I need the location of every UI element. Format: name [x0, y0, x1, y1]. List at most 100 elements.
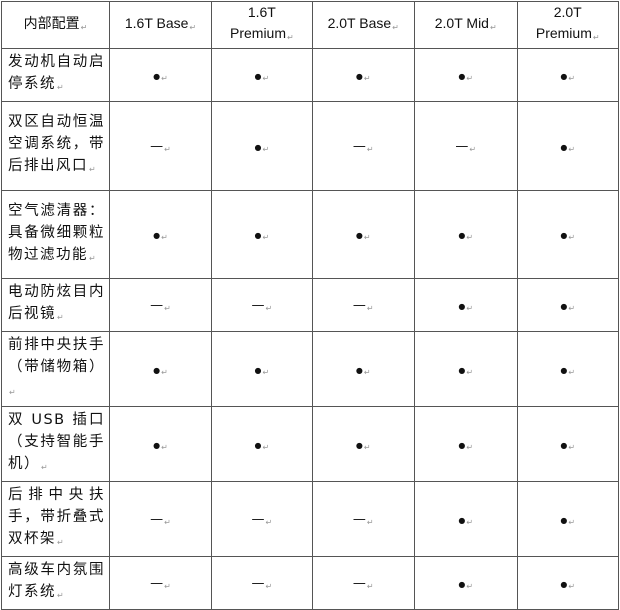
not-included-mark: — [353, 298, 374, 313]
table-row: 双 USB 插口（支持智能手机） ● ● ● ● ● [1, 406, 619, 482]
value-cell: ● [211, 48, 313, 102]
feature-label: 前排中央扶手（带储物箱） [8, 337, 105, 397]
feature-cell: 双区自动恒温空调系统，带后排出风口 [1, 101, 110, 191]
header-2-0t-base: 2.0T Base [311, 1, 415, 49]
table-row: 空气滤清器：具备微细颗粒物过滤功能 ● ● ● ● ● [1, 190, 619, 279]
included-mark: ● [255, 143, 270, 152]
value-cell: ● [311, 331, 415, 407]
value-cell: — [311, 278, 415, 332]
value-cell: ● [109, 190, 212, 279]
included-mark: ● [458, 441, 473, 450]
included-mark: ● [560, 72, 575, 81]
value-cell: ● [211, 406, 313, 482]
header-2-0t-premium: 2.0T Premium [516, 1, 619, 49]
included-mark: ● [356, 441, 371, 450]
value-cell: ● [211, 190, 313, 279]
feature-label: 发动机自动启停系统 [8, 54, 105, 92]
included-mark: ● [255, 366, 270, 375]
header-1-6t-base: 1.6T Base [109, 1, 212, 49]
included-mark: ● [458, 72, 473, 81]
not-included-mark: — [353, 139, 374, 154]
value-cell: ● [516, 190, 619, 279]
included-mark: ● [458, 516, 473, 525]
feature-cell: 前排中央扶手（带储物箱） [1, 331, 110, 407]
included-mark: ● [153, 366, 168, 375]
value-cell: — [211, 481, 313, 557]
value-cell: ● [211, 331, 313, 407]
header-feature: 内部配置 [1, 1, 110, 49]
not-included-mark: — [150, 298, 171, 313]
value-cell: — [311, 556, 415, 610]
included-mark: ● [458, 580, 473, 589]
included-mark: ● [255, 231, 270, 240]
feature-cell: 空气滤清器：具备微细颗粒物过滤功能 [1, 190, 110, 279]
value-cell: ● [516, 556, 619, 610]
value-cell: ● [311, 406, 415, 482]
feature-cell: 发动机自动启停系统 [1, 48, 110, 102]
value-cell: ● [109, 406, 212, 482]
value-cell: — [311, 101, 415, 191]
value-cell: ● [516, 331, 619, 407]
feature-label: 双区自动恒温空调系统，带后排出风口 [8, 114, 105, 174]
included-mark: ● [560, 580, 575, 589]
not-included-mark: — [150, 512, 171, 527]
header-label: 1.6T Base [125, 15, 196, 31]
not-included-mark: — [353, 576, 374, 591]
value-cell: — [109, 278, 212, 332]
feature-label: 后排中央扶手，带折叠式双杯架 [8, 487, 105, 547]
not-included-mark: — [150, 576, 171, 591]
not-included-mark: — [252, 512, 273, 527]
feature-cell: 电动防炫目内后视镜 [1, 278, 110, 332]
included-mark: ● [560, 366, 575, 375]
table-row: 前排中央扶手（带储物箱） ● ● ● ● ● [1, 331, 619, 407]
table-row: 电动防炫目内后视镜 — — — ● ● [1, 278, 619, 332]
value-cell: ● [413, 556, 518, 610]
value-cell: — [109, 101, 212, 191]
header-label: 2.0T Premium [536, 4, 600, 41]
header-2-0t-mid: 2.0T Mid [413, 1, 518, 49]
not-included-mark: — [455, 139, 476, 154]
value-cell: ● [109, 331, 212, 407]
feature-label: 空气滤清器：具备微细颗粒物过滤功能 [8, 203, 105, 263]
header-row: 内部配置 1.6T Base 1.6T Premium 2.0T Base 2.… [1, 1, 619, 49]
included-mark: ● [458, 231, 473, 240]
feature-label: 双 USB 插口（支持智能手机） [8, 412, 105, 472]
header-label: 2.0T Mid [435, 15, 497, 31]
included-mark: ● [153, 231, 168, 240]
value-cell: ● [516, 101, 619, 191]
included-mark: ● [356, 72, 371, 81]
value-cell: ● [516, 48, 619, 102]
included-mark: ● [356, 366, 371, 375]
table-row: 后排中央扶手，带折叠式双杯架 — — — ● ● [1, 481, 619, 557]
value-cell: ● [413, 481, 518, 557]
value-cell: ● [516, 406, 619, 482]
value-cell: ● [109, 48, 212, 102]
header-label: 2.0T Base [328, 15, 399, 31]
value-cell: — [413, 101, 518, 191]
included-mark: ● [255, 72, 270, 81]
value-cell: ● [413, 190, 518, 279]
header-label: 1.6T Premium [230, 4, 294, 41]
value-cell: — [211, 278, 313, 332]
table-row: 双区自动恒温空调系统，带后排出风口 — ● — — ● [1, 101, 619, 191]
included-mark: ● [458, 302, 473, 311]
not-included-mark: — [252, 576, 273, 591]
value-cell: ● [516, 481, 619, 557]
included-mark: ● [560, 516, 575, 525]
value-cell: — [109, 556, 212, 610]
feature-cell: 后排中央扶手，带折叠式双杯架 [1, 481, 110, 557]
included-mark: ● [356, 231, 371, 240]
value-cell: ● [311, 48, 415, 102]
value-cell: ● [413, 278, 518, 332]
table-row: 发动机自动启停系统 ● ● ● ● ● [1, 48, 619, 102]
value-cell: ● [211, 101, 313, 191]
value-cell: ● [516, 278, 619, 332]
value-cell: ● [413, 406, 518, 482]
included-mark: ● [153, 441, 168, 450]
value-cell: — [109, 481, 212, 557]
included-mark: ● [560, 441, 575, 450]
feature-label: 高级车内氛围灯系统 [8, 562, 105, 600]
value-cell: — [311, 481, 415, 557]
included-mark: ● [560, 302, 575, 311]
